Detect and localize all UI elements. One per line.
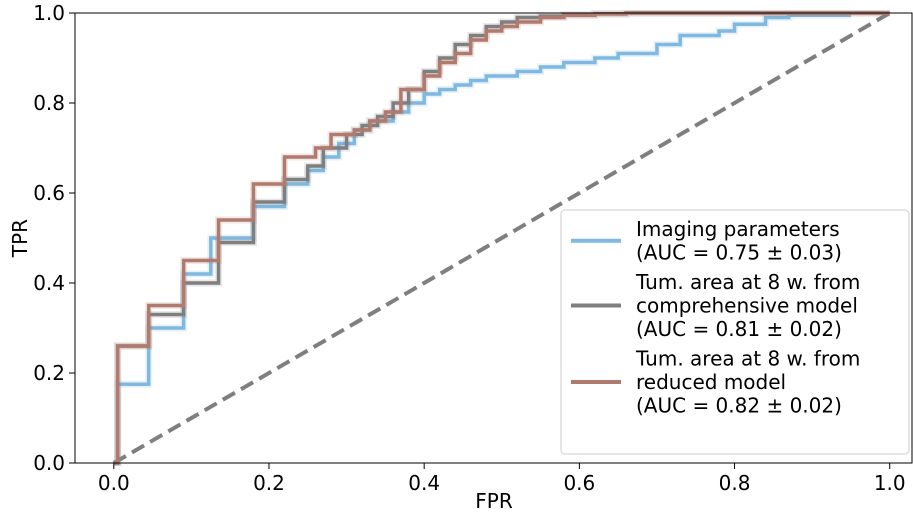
x-axis-title: FPR xyxy=(475,489,513,513)
x-tick-label: 1.0 xyxy=(874,471,906,495)
plot-area xyxy=(112,10,891,466)
legend-box xyxy=(560,209,910,455)
legend: Imaging parameters(AUC = 0.75 ± 0.03) Tum… xyxy=(560,209,910,455)
x-tick-label: 0.6 xyxy=(563,471,595,495)
y-tick-label: 0.2 xyxy=(33,361,65,385)
y-tick-label: 0.4 xyxy=(33,271,65,295)
legend-entry-2-line-2: comprehensive model xyxy=(636,294,858,318)
axes-frame xyxy=(74,12,913,464)
legend-entry-3-line-3: (AUC = 0.82 ± 0.02) xyxy=(636,394,842,418)
x-tick-label: 0.4 xyxy=(408,471,440,495)
x-tick-label: 0.8 xyxy=(719,471,751,495)
legend-entry-3-line-2: reduced model xyxy=(636,370,786,394)
x-axis: 0.0 0.2 0.4 0.6 0.8 1.0 xyxy=(98,463,906,495)
y-axis: 0.0 0.2 0.4 0.6 0.8 1.0 xyxy=(33,1,75,475)
x-tick-label: 0.2 xyxy=(253,471,285,495)
y-tick-label: 0.6 xyxy=(33,181,65,205)
y-axis-title: TPR xyxy=(8,219,32,258)
legend-entry-2-line-1: Tum. area at 8 w. from xyxy=(635,270,860,294)
legend-entry-3-line-1: Tum. area at 8 w. from xyxy=(635,347,860,371)
legend-entry-2-line-3: (AUC = 0.81 ± 0.02) xyxy=(636,317,842,341)
chance-diagonal-line xyxy=(112,11,891,465)
y-tick-label: 0.0 xyxy=(33,451,65,475)
y-tick-label: 0.8 xyxy=(33,91,65,115)
y-tick-label: 1.0 xyxy=(33,1,65,25)
legend-entry-1-line-1: Imaging parameters xyxy=(636,217,840,241)
series-3-line xyxy=(113,11,890,465)
legend-entry-1-line-2: (AUC = 0.75 ± 0.03) xyxy=(636,241,842,265)
x-tick-label: 0.0 xyxy=(98,471,130,495)
